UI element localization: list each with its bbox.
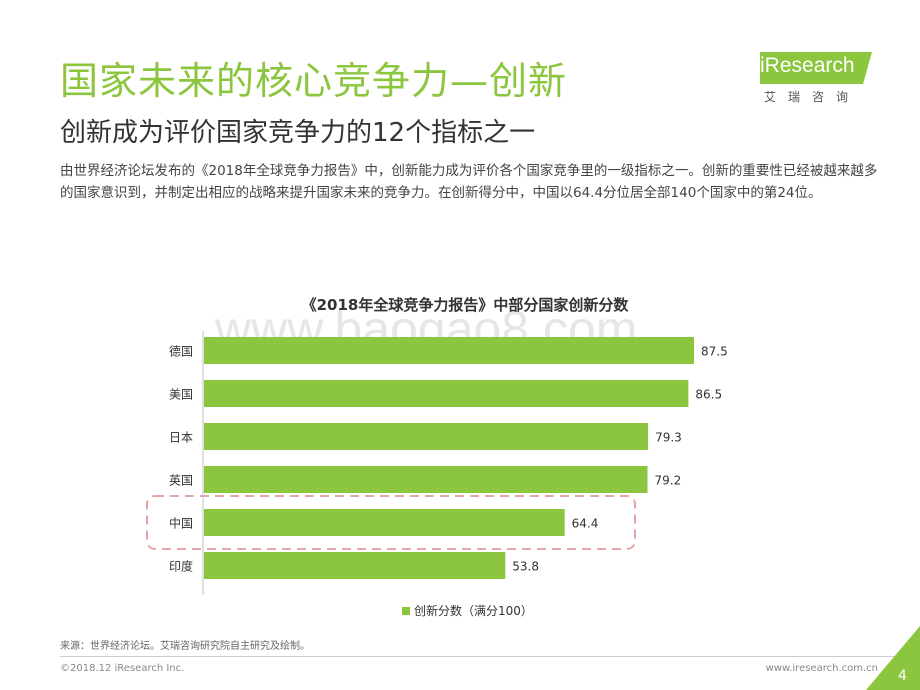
data-label: 53.8 bbox=[512, 560, 539, 574]
logo-cn-text: 艾瑞咨询 bbox=[764, 90, 861, 104]
bar bbox=[204, 466, 648, 493]
iresearch-logo: iResearch 艾瑞咨询 bbox=[752, 48, 874, 108]
intro-paragraph: 由世界经济论坛发布的《2018年全球竞争力报告》中，创新能力成为评价各个国家竞争… bbox=[60, 163, 878, 201]
bar bbox=[204, 552, 506, 579]
logo-band bbox=[760, 52, 872, 84]
footer-url: www.iresearch.com.cn bbox=[765, 663, 878, 674]
bar bbox=[204, 337, 694, 364]
data-label: 86.5 bbox=[695, 388, 722, 402]
copyright: ©2018.12 iResearch Inc. bbox=[60, 663, 185, 674]
bar bbox=[204, 509, 565, 536]
category-label: 印度 bbox=[169, 559, 193, 574]
page-subtitle: 创新成为评价国家竞争力的12个指标之一 bbox=[60, 118, 536, 148]
category-label: 英国 bbox=[169, 474, 193, 488]
legend-swatch bbox=[402, 607, 410, 615]
page-title: 国家未来的核心竞争力—创新 bbox=[60, 59, 568, 103]
highlight-box bbox=[146, 495, 636, 550]
chart-title: 《2018年全球竞争力报告》中部分国家创新分数 bbox=[302, 296, 630, 314]
page-number: 4 bbox=[898, 668, 907, 684]
bar bbox=[204, 423, 649, 450]
category-label: 中国 bbox=[169, 516, 193, 531]
category-label: 日本 bbox=[169, 431, 193, 445]
logo-text: iResearch bbox=[760, 54, 855, 77]
data-label: 79.2 bbox=[655, 474, 682, 488]
legend-label: 创新分数（满分100） bbox=[414, 603, 533, 618]
footer-divider bbox=[60, 656, 900, 657]
data-label: 64.4 bbox=[572, 517, 599, 531]
category-label: 美国 bbox=[169, 388, 193, 402]
data-label: 79.3 bbox=[655, 431, 682, 445]
category-label: 德国 bbox=[169, 344, 193, 359]
bar bbox=[204, 380, 689, 407]
data-label: 87.5 bbox=[701, 345, 728, 359]
source-note: 来源：世界经济论坛。艾瑞咨询研究院自主研究及绘制。 bbox=[60, 641, 310, 652]
